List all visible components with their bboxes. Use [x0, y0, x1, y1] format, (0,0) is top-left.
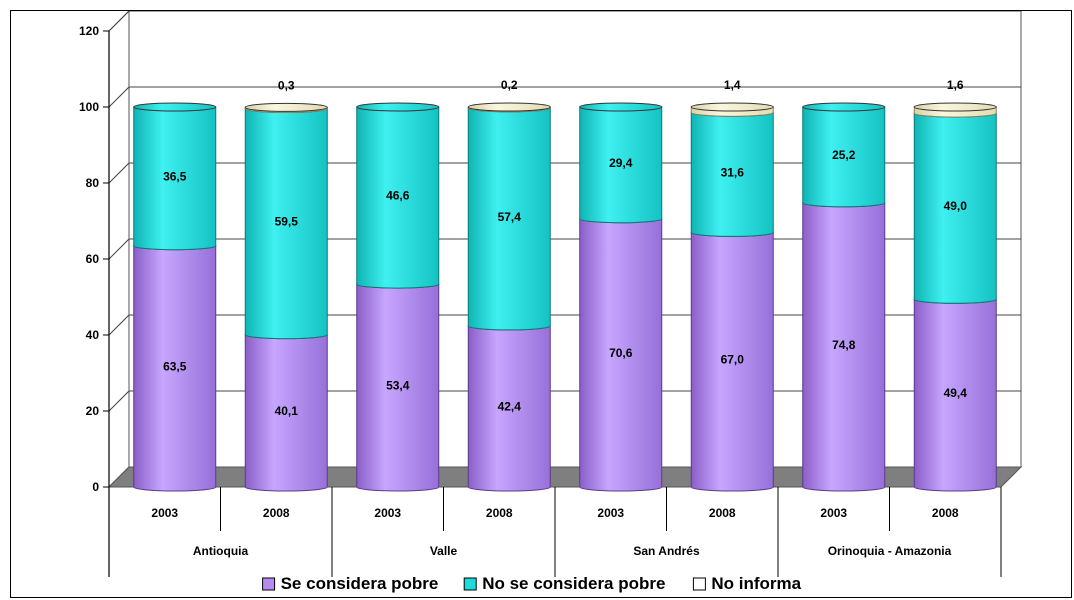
bar-segment — [913, 102, 997, 118]
gridline-side — [108, 11, 130, 32]
legend-item: Se considera pobre — [262, 574, 439, 593]
data-label: 42,4 — [498, 399, 522, 413]
group-label: Orinoquia - Amazonia — [828, 544, 952, 558]
legend-item: No informa — [692, 574, 802, 593]
bar-body — [802, 202, 886, 492]
data-label: 74,8 — [832, 338, 856, 352]
group-label: Valle — [430, 544, 458, 558]
x-tick-label: 2003 — [374, 506, 401, 520]
bar-top — [913, 102, 997, 112]
y-tick-label: 60 — [86, 252, 100, 266]
gridline-side — [108, 86, 130, 108]
x-tick-label: 2003 — [820, 506, 847, 520]
data-label: 49,0 — [944, 199, 968, 213]
group-label: Antioquia — [193, 544, 249, 558]
y-tick-label: 20 — [86, 404, 100, 418]
y-tick-label: 80 — [86, 176, 100, 190]
bar-top — [244, 102, 328, 112]
data-label: 46,6 — [386, 189, 410, 203]
data-label: 59,5 — [275, 215, 299, 229]
bar-body — [690, 231, 774, 492]
x-tick-label: 2008 — [709, 506, 736, 520]
bar-segment — [690, 102, 774, 117]
bar-segment — [579, 102, 663, 224]
x-tick-label: 2003 — [151, 506, 178, 520]
bar-body — [467, 325, 551, 492]
data-label: 31,6 — [721, 165, 745, 179]
bar-body — [244, 334, 328, 492]
gridline-side — [108, 238, 130, 260]
bar-segment — [802, 102, 886, 208]
data-label: 57,4 — [498, 210, 522, 224]
gridline-side — [108, 162, 130, 184]
chart-frame: 63,5 36,5 40,1 59,5 0,3 53,4 46,6 42,4 57,4 0,2 70… — [10, 10, 1072, 598]
data-label: 40,1 — [275, 404, 299, 418]
bar-body — [690, 111, 774, 237]
x-tick-label: 2008 — [486, 506, 513, 520]
data-label: 67,0 — [721, 353, 745, 367]
data-label: 0,2 — [501, 78, 518, 92]
data-label: 49,4 — [944, 386, 968, 400]
bar-top — [356, 102, 440, 112]
data-label: 70,6 — [609, 346, 633, 360]
data-label: 36,5 — [163, 169, 187, 183]
bar-body — [802, 106, 886, 208]
stacked-bar-chart: 63,5 36,5 40,1 59,5 0,3 53,4 46,6 42,4 57,4 0,2 70… — [79, 11, 1023, 593]
data-label: 25,2 — [832, 148, 856, 162]
y-tick-label: 120 — [79, 24, 99, 38]
y-tick-label: 0 — [92, 480, 99, 494]
legend-swatch — [262, 577, 276, 591]
y-tick-label: 100 — [79, 100, 99, 114]
bar-top — [133, 102, 217, 112]
x-tick-label: 2003 — [597, 506, 624, 520]
bar-top — [579, 102, 663, 112]
bar-top — [690, 102, 774, 112]
legend-item: No se considera pobre — [463, 574, 665, 593]
bar-segment — [467, 102, 551, 113]
bar-body — [913, 298, 997, 492]
bar-segment — [133, 102, 217, 251]
x-tick-label: 2008 — [263, 506, 290, 520]
bar-body — [133, 106, 217, 251]
bar-segment — [356, 102, 440, 289]
bar-top — [467, 102, 551, 112]
bar-body — [244, 108, 328, 340]
legend-swatch — [692, 577, 706, 591]
bar-body — [579, 106, 663, 224]
bar-body — [356, 106, 440, 289]
bar-body — [133, 245, 217, 492]
group-label: San Andrés — [633, 544, 700, 558]
bar-body — [913, 112, 997, 304]
legend-label: Se considera pobre — [281, 574, 439, 593]
data-label: 53,4 — [386, 379, 410, 393]
x-tick-label: 2008 — [932, 506, 959, 520]
data-label: 1,4 — [724, 78, 741, 92]
bar-top — [802, 102, 886, 112]
legend-label: No se considera pobre — [482, 574, 665, 593]
gridline-side — [108, 314, 130, 336]
bar-segment — [244, 102, 328, 114]
y-tick-label: 40 — [86, 328, 100, 342]
bar-body — [579, 218, 663, 492]
bar-body — [467, 107, 551, 331]
legend-label: No informa — [711, 574, 801, 593]
gridline-side — [108, 390, 130, 412]
data-label: 0,3 — [278, 78, 295, 92]
bar-body — [356, 283, 440, 492]
legend-swatch — [463, 577, 477, 591]
data-label: 29,4 — [609, 156, 633, 170]
data-label: 63,5 — [163, 359, 187, 373]
data-label: 1,6 — [947, 78, 964, 92]
